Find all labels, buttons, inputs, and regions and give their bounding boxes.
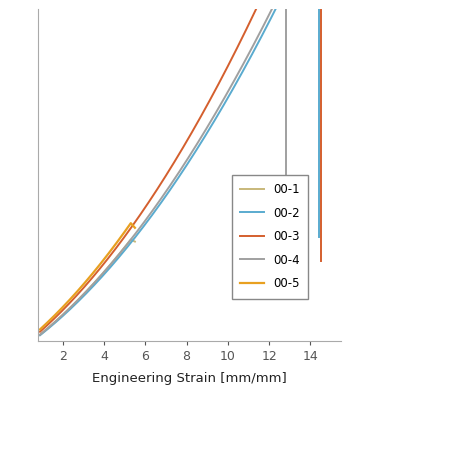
00-5 [121,230,127,236]
00-1 [128,237,134,243]
Line: 00-5: 00-5 [40,223,135,329]
00-4 [182,161,188,166]
00-5 [111,243,117,249]
00-2 [37,332,43,338]
00-4 [37,332,43,337]
00-5 [37,327,43,332]
00-3 [37,329,43,335]
Line: 00-1: 00-1 [40,240,135,335]
00-2 [105,267,111,273]
00-5 [100,257,106,263]
00-3 [255,1,261,7]
00-1 [132,239,138,245]
00-2 [116,255,121,261]
00-4 [148,210,154,216]
X-axis label: Engineering Strain [mm/mm]: Engineering Strain [mm/mm] [92,372,287,384]
00-1 [121,246,127,251]
Line: 00-3: 00-3 [40,0,320,332]
Line: 00-2: 00-2 [40,0,319,335]
00-2 [125,243,131,249]
00-4 [222,94,228,100]
00-2 [254,43,260,48]
00-1 [37,332,43,337]
00-5 [67,297,73,303]
Legend: 00-1, 00-2, 00-3, 00-4, 00-5: 00-1, 00-2, 00-3, 00-4, 00-5 [232,174,308,299]
00-1 [123,243,129,248]
00-5 [123,227,129,232]
00-3 [126,228,132,234]
00-5 [124,226,130,232]
00-1 [124,242,130,247]
00-1 [100,270,106,275]
00-1 [67,306,73,311]
00-3 [221,70,227,76]
00-4 [81,292,86,297]
00-3 [106,255,111,261]
00-5 [128,220,134,226]
00-4 [100,270,106,276]
00-1 [111,257,117,263]
00-4 [201,130,207,136]
00-3 [116,241,122,247]
00-2 [220,103,226,109]
00-5 [132,225,138,231]
Line: 00-4: 00-4 [40,0,285,335]
